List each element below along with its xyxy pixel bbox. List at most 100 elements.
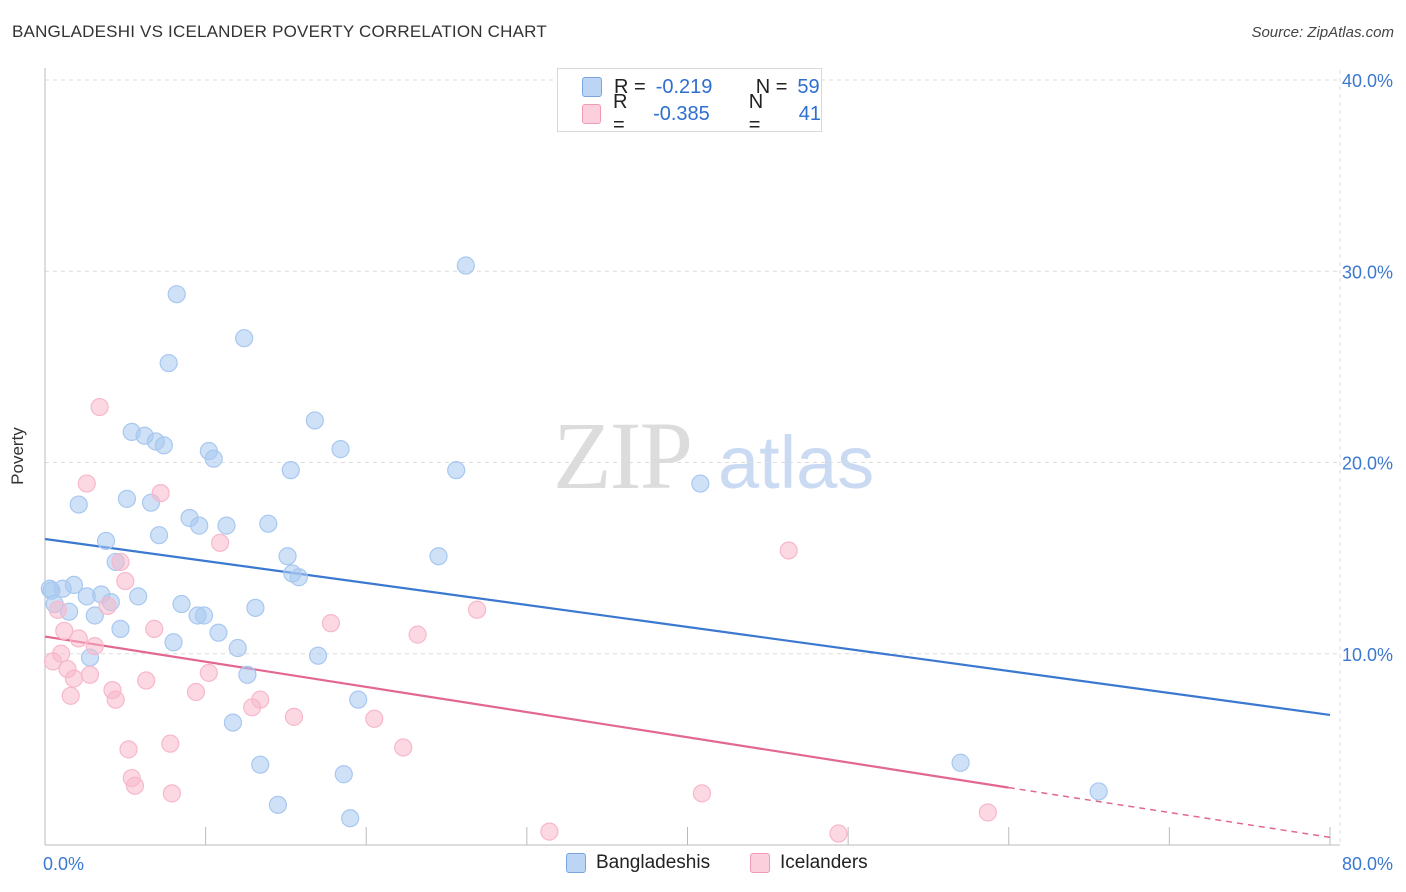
point-bangladeshis: [64, 575, 84, 595]
y-tick-label: 30.0%: [1342, 262, 1393, 282]
point-bangladeshis: [331, 440, 350, 459]
point-bangladeshis: [246, 598, 265, 617]
legend-row-bangladeshis: R = -0.219 N = 59: [582, 75, 820, 99]
correlation-legend: R = -0.219 N = 59 R = -0.385 N = 41: [557, 68, 822, 136]
point-bangladeshis: [190, 516, 209, 535]
point-bangladeshis: [129, 587, 148, 606]
legend-r-label: R =: [613, 91, 628, 136]
legend-r-value: -0.219: [655, 75, 713, 98]
point-icelanders: [80, 665, 100, 684]
point-icelanders: [90, 397, 109, 417]
trend-lines: [44, 537, 1331, 839]
point-icelanders: [55, 621, 74, 640]
point-bangladeshis: [117, 489, 137, 508]
point-icelanders: [186, 682, 206, 702]
bottom-legend-icelanders: Icelanders: [750, 852, 868, 874]
bottom-swatch-icelanders: [750, 853, 770, 873]
point-bangladeshis: [194, 606, 214, 625]
point-bangladeshis: [238, 665, 257, 684]
point-icelanders: [199, 663, 218, 682]
point-bangladeshis: [447, 461, 466, 480]
grid-lines: [45, 70, 1341, 845]
point-icelanders: [210, 533, 230, 552]
source-label: Source: ZipAtlas.com: [1251, 24, 1394, 41]
point-icelanders: [85, 636, 104, 656]
point-bangladeshis: [289, 568, 308, 587]
legend-r-label: R =: [614, 75, 646, 98]
chart-title: BANGLADESHI VS ICELANDER POVERTY CORRELA…: [12, 22, 547, 41]
point-icelanders: [251, 690, 270, 709]
point-icelanders: [69, 629, 88, 648]
point-icelanders: [394, 738, 413, 757]
point-icelanders: [467, 600, 487, 619]
point-icelanders: [61, 686, 80, 705]
point-icelanders: [692, 784, 712, 803]
point-icelanders: [77, 474, 96, 493]
point-icelanders: [106, 690, 125, 709]
point-bangladeshis: [259, 514, 278, 533]
point-bangladeshis: [349, 690, 368, 709]
point-icelanders: [540, 822, 559, 841]
point-bangladeshis: [164, 633, 183, 652]
point-icelanders: [408, 625, 427, 644]
point-icelanders: [161, 734, 180, 753]
point-bangladeshis: [154, 436, 173, 455]
point-bangladeshis: [951, 753, 970, 772]
point-bangladeshis: [251, 755, 270, 774]
bottom-legend-label-icelanders: Icelanders: [780, 852, 868, 873]
trend-line-bangladeshis: [44, 537, 1331, 717]
point-bangladeshis: [1089, 782, 1108, 801]
point-icelanders: [48, 600, 67, 619]
point-bangladeshis: [42, 581, 61, 600]
point-bangladeshis: [96, 531, 116, 551]
point-icelanders: [98, 596, 117, 616]
point-icelanders: [51, 644, 71, 663]
legend-row-icelanders: R = -0.385 N = 41: [582, 91, 821, 136]
point-bangladeshis: [281, 461, 300, 480]
tick-labels: 10.0% 20.0% 30.0% 40.0% 0.0% 80.0%: [43, 71, 1393, 874]
point-bangladeshis: [235, 329, 254, 348]
legend-n-label: N =: [748, 91, 764, 136]
point-icelanders: [151, 484, 170, 503]
point-icelanders: [162, 784, 181, 803]
point-bangladeshis: [278, 547, 297, 566]
point-bangladeshis: [429, 547, 448, 566]
point-bangladeshis: [209, 623, 228, 642]
point-bangladeshis: [159, 353, 178, 373]
point-bangladeshis: [85, 606, 104, 625]
point-bangladeshis: [69, 495, 88, 514]
point-icelanders: [284, 707, 304, 726]
point-bangladeshis: [305, 411, 324, 430]
point-icelanders: [125, 776, 145, 795]
bottom-legend-label-bangladeshis: Bangladeshis: [596, 852, 711, 873]
x-tick-label-min: 0.0%: [43, 854, 84, 874]
point-bangladeshis: [268, 795, 288, 814]
point-bangladeshis: [217, 516, 236, 535]
point-bangladeshis: [334, 765, 353, 784]
point-icelanders: [116, 571, 135, 591]
point-icelanders: [978, 803, 997, 822]
point-bangladeshis: [228, 638, 247, 658]
point-icelanders: [779, 541, 798, 560]
point-bangladeshis: [223, 713, 243, 732]
point-bangladeshis: [308, 646, 328, 665]
point-icelanders: [119, 740, 138, 759]
trend-line-icelanders: [44, 635, 1009, 789]
point-bangladeshis: [204, 449, 223, 468]
axes: [44, 68, 1340, 846]
point-icelanders: [111, 552, 130, 572]
legend-swatch-icelanders: [582, 104, 602, 124]
point-bangladeshis: [149, 526, 169, 545]
y-tick-label: 40.0%: [1342, 71, 1393, 91]
data-points: [40, 256, 1108, 843]
x-tick-label-max: 80.0%: [1342, 854, 1393, 874]
y-tick-label: 20.0%: [1342, 454, 1393, 474]
point-bangladeshis: [691, 474, 710, 493]
point-icelanders: [829, 824, 848, 843]
y-tick-label: 10.0%: [1342, 645, 1393, 665]
bottom-swatch-bangladeshis: [566, 853, 586, 873]
legend-n-label: N =: [755, 75, 788, 98]
legend-n-value: 59: [797, 75, 820, 98]
point-icelanders: [137, 671, 156, 690]
